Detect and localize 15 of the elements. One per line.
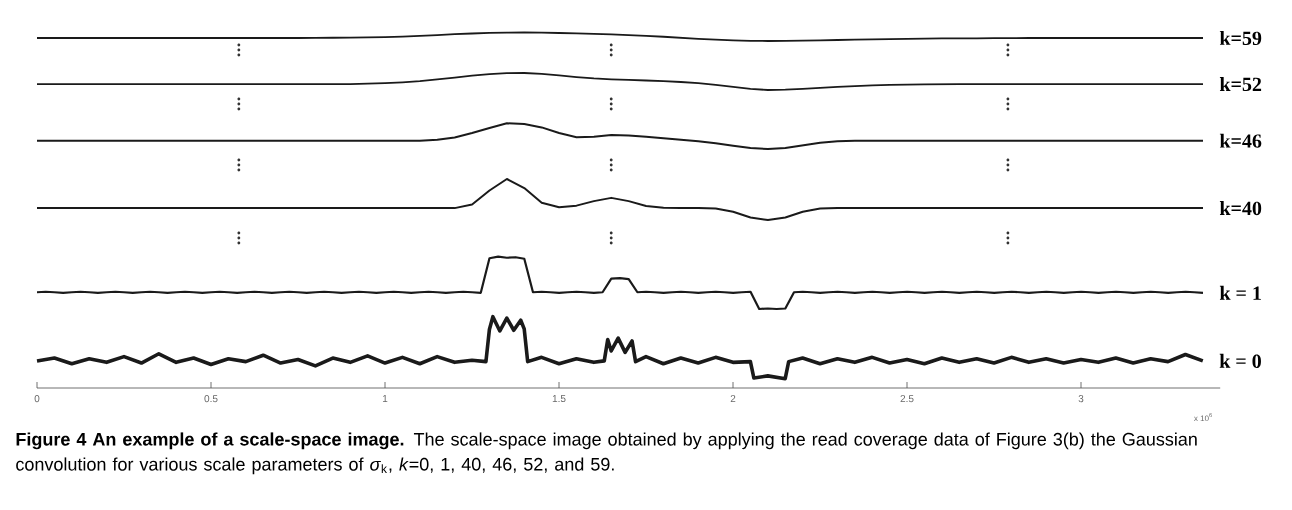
x-tick-label: 0 bbox=[34, 395, 40, 403]
x-tick-label: 0.5 bbox=[204, 395, 218, 403]
x-tick-label: 1.5 bbox=[552, 395, 566, 403]
series-label: k=40 bbox=[1219, 201, 1262, 216]
series-label: k = 1 bbox=[1219, 285, 1261, 300]
x-tick-label: 1 bbox=[382, 395, 388, 402]
series-label: k=46 bbox=[1219, 133, 1262, 148]
x-axis-title: x 10$^{6}$ bbox=[1194, 413, 1212, 422]
x-tick-label: 2.5 bbox=[900, 395, 914, 403]
series-label: k=52 bbox=[1219, 77, 1262, 92]
text: Figure 4 An example of a scale-space image. The scale-space image obtained by applying the read coverage data of Figure 3(b) the Gaussian convolution for various scale parameters of σ$_{k}$, k=0, 1, 40, 46, 52, and 59. bbox=[16, 432, 1197, 475]
series-label: k = 0 bbox=[1219, 353, 1261, 368]
x-tick-label: 3 bbox=[1078, 395, 1084, 403]
x-tick-label: 2 bbox=[730, 395, 736, 403]
series-label: k=59 bbox=[1219, 30, 1262, 46]
